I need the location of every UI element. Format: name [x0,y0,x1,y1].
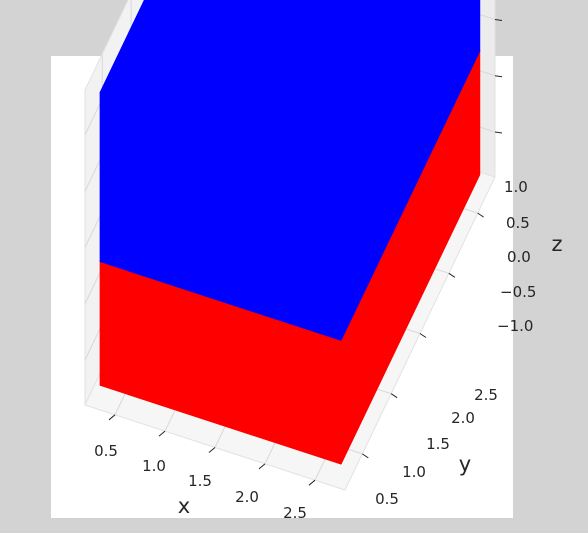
x-tick-label: 2.5 [283,504,307,522]
y-tick-label: 1.0 [402,463,426,481]
z-tick-label: 0.5 [506,214,530,232]
y-tick-mark [362,453,369,459]
z-tick-label: −0.5 [500,283,536,301]
y-tick-mark [448,272,456,278]
x-tick-mark [308,479,316,486]
x-tick-mark [158,430,166,437]
x-tick-mark [208,447,216,453]
x-tick-label: 1.0 [142,457,166,475]
x-tick-label: 2.0 [235,488,259,506]
cluster-face [99,0,228,263]
cluster-blue [99,0,481,341]
y-tick-mark [477,212,484,218]
cluster-face [339,0,481,341]
tick-marks [108,19,503,486]
x-tick-label: 1.5 [188,472,212,490]
y-tick-label: 0.5 [375,490,399,508]
z-tick-mark [494,19,503,21]
z-tick-mark [494,131,503,134]
z-axis-label: z [551,232,562,256]
y-tick-label: 2.5 [474,386,498,404]
y-axis-label: y [459,452,471,476]
y-tick-label: 1.5 [426,435,450,453]
y-tick-label: 2.0 [451,409,475,427]
y-tick-mark [419,333,427,338]
z-tick-mark [494,75,503,78]
x-tick-label: 0.5 [94,442,118,460]
z-tick-label: 1.0 [504,178,528,196]
x-tick-mark [108,414,116,421]
z-tick-label: −1.0 [497,317,533,335]
x-axis-label: x [178,494,190,518]
data-clusters [99,0,481,465]
x-tick-mark [258,463,266,470]
z-tick-label: 0.0 [507,248,531,266]
y-tick-mark [390,393,398,399]
